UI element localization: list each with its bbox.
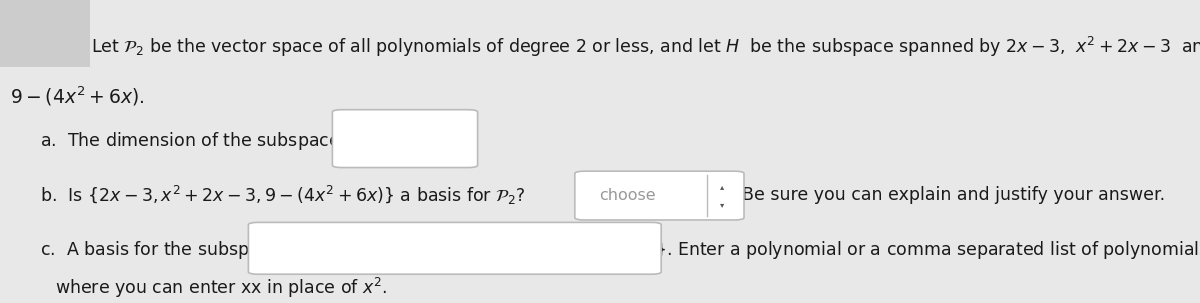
Text: Be sure you can explain and justify your answer.: Be sure you can explain and justify your… <box>742 186 1165 205</box>
Text: choose: choose <box>599 188 655 203</box>
FancyBboxPatch shape <box>332 110 478 168</box>
Text: where you can enter xx in place of $x^2$.: where you can enter xx in place of $x^2$… <box>55 276 388 300</box>
Text: c.  A basis for the subspace $H$  is $\{$: c. A basis for the subspace $H$ is $\{$ <box>40 239 338 261</box>
Text: Let $\mathcal{P}_2$ be the vector space of all polynomials of degree 2 or less, : Let $\mathcal{P}_2$ be the vector space … <box>91 35 1200 59</box>
Text: ▴: ▴ <box>720 182 724 191</box>
Text: $9 - (4x^2 + 6x)$.: $9 - (4x^2 + 6x)$. <box>10 85 144 108</box>
FancyBboxPatch shape <box>0 0 90 67</box>
Text: .: . <box>472 132 478 150</box>
Text: a.  The dimension of the subspace $H$  is: a. The dimension of the subspace $H$ is <box>40 130 383 152</box>
Text: ▾: ▾ <box>720 200 724 209</box>
FancyBboxPatch shape <box>575 171 744 220</box>
Text: $\}$. Enter a polynomial or a comma separated list of polynomials,: $\}$. Enter a polynomial or a comma sepa… <box>655 239 1200 261</box>
Text: b.  Is $\{2x - 3, x^2 + 2x - 3, 9 - (4x^2 + 6x)\}$ a basis for $\mathcal{P}_2$?: b. Is $\{2x - 3, x^2 + 2x - 3, 9 - (4x^2… <box>40 184 526 207</box>
FancyBboxPatch shape <box>248 222 661 274</box>
